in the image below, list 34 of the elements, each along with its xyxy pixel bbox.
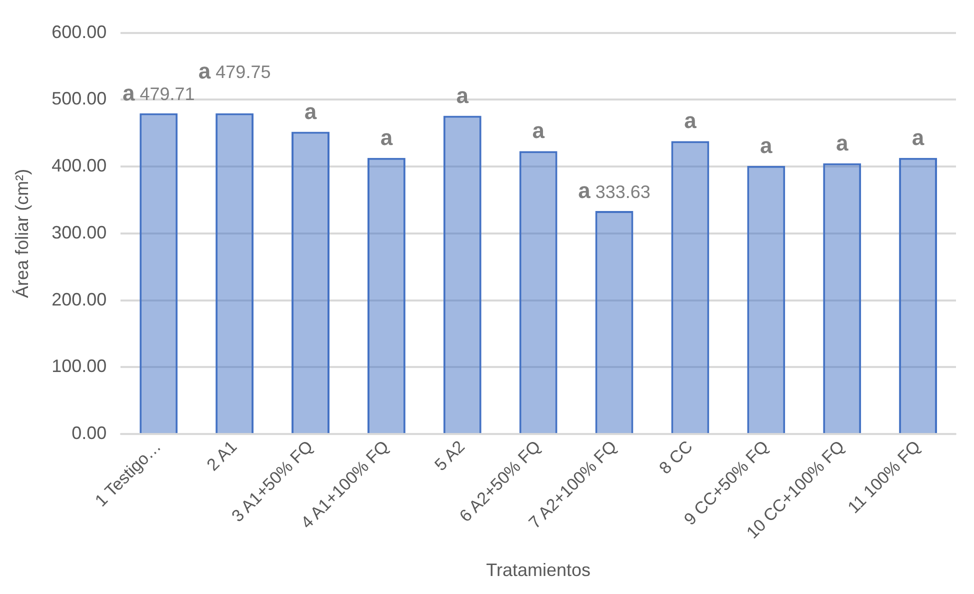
x-tick-label: 8 CC xyxy=(656,437,696,478)
data-label: a xyxy=(456,82,470,108)
y-tick-label: 600.00 xyxy=(52,22,107,42)
bar xyxy=(595,210,634,434)
data-label: a xyxy=(380,124,394,150)
y-tick-label: 0.00 xyxy=(72,423,107,444)
bar xyxy=(671,141,710,434)
y-tick-label: 500.00 xyxy=(52,88,107,109)
bar xyxy=(216,113,254,434)
bar xyxy=(292,132,330,434)
x-axis-title: Tratamientos xyxy=(486,560,591,580)
bar xyxy=(367,158,406,434)
bar xyxy=(519,151,558,434)
data-label: a xyxy=(760,132,774,158)
data-label: a xyxy=(684,108,698,134)
bar xyxy=(747,166,786,434)
bar xyxy=(823,163,862,434)
y-tick-label: 200.00 xyxy=(52,289,107,310)
x-tick-label: 5 A2 xyxy=(431,437,469,475)
data-label: a 479.75 xyxy=(198,58,271,84)
data-label: a xyxy=(532,118,546,144)
data-label: a xyxy=(836,130,849,156)
y-axis-title: Área foliar (cm²) xyxy=(12,168,32,298)
y-tick-label: 100.00 xyxy=(52,356,107,376)
y-tick-label: 400.00 xyxy=(52,156,107,176)
data-label: a 333.63 xyxy=(578,178,650,204)
data-label: a 479.71 xyxy=(122,80,195,106)
bar xyxy=(140,113,178,434)
data-label: a xyxy=(912,124,925,150)
x-tick-label: 2 A1 xyxy=(203,437,241,475)
y-tick-label: 300.00 xyxy=(52,222,107,242)
bar xyxy=(443,116,482,434)
bar xyxy=(899,158,938,434)
data-label: a xyxy=(304,98,318,124)
